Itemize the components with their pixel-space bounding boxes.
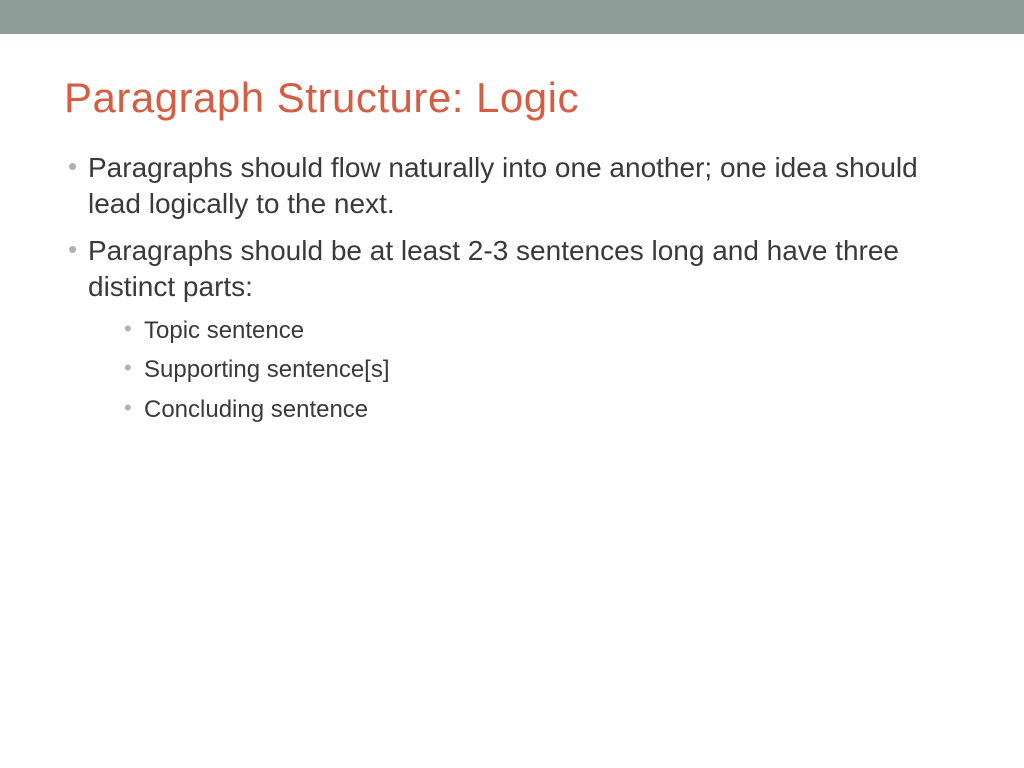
- bullet-item: Paragraphs should flow naturally into on…: [64, 150, 960, 223]
- sub-bullet-list: Topic sentence Supporting sentence[s] Co…: [88, 314, 960, 427]
- sub-bullet-text: Concluding sentence: [144, 396, 368, 423]
- sub-bullet-item: Concluding sentence: [88, 393, 960, 427]
- sub-bullet-item: Topic sentence: [88, 314, 960, 348]
- bullet-item: Paragraphs should be at least 2-3 senten…: [64, 233, 960, 427]
- slide-content: Paragraph Structure: Logic Paragraphs sh…: [0, 34, 1024, 426]
- bullet-text: Paragraphs should flow naturally into on…: [88, 152, 918, 219]
- top-accent-bar: [0, 0, 1024, 34]
- slide-title: Paragraph Structure: Logic: [64, 74, 960, 122]
- sub-bullet-text: Supporting sentence[s]: [144, 356, 390, 383]
- sub-bullet-item: Supporting sentence[s]: [88, 353, 960, 387]
- main-bullet-list: Paragraphs should flow naturally into on…: [64, 150, 960, 426]
- bullet-text: Paragraphs should be at least 2-3 senten…: [88, 235, 899, 302]
- sub-bullet-text: Topic sentence: [144, 317, 304, 344]
